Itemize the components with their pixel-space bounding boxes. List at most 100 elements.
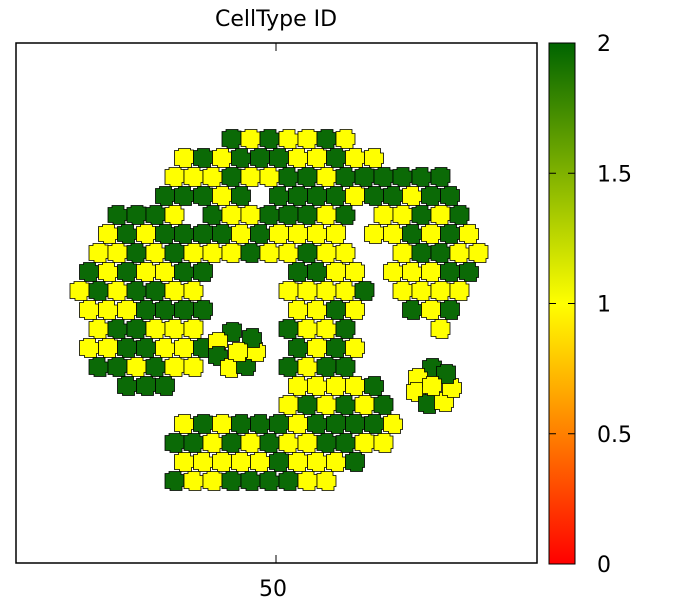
cell [240, 433, 261, 453]
cell [126, 319, 147, 339]
cell [326, 414, 346, 434]
cell [155, 376, 175, 396]
cell [88, 357, 109, 377]
cell [411, 243, 432, 263]
cell [411, 205, 432, 225]
x-axis: 50 [259, 43, 287, 600]
cell [316, 167, 337, 187]
cell [269, 224, 289, 244]
cell [449, 205, 470, 225]
cell-field [69, 129, 489, 491]
cell [345, 452, 365, 472]
colorbar-tick-label: 1.5 [597, 162, 632, 187]
x-tick-label: 50 [259, 577, 287, 600]
cell [98, 338, 118, 358]
cell [297, 433, 318, 453]
cell [430, 167, 451, 187]
cell [345, 186, 365, 206]
cell [126, 281, 147, 301]
cell [164, 205, 185, 225]
cell [164, 319, 185, 339]
cell [193, 300, 213, 320]
cell [174, 262, 194, 282]
cell [335, 395, 356, 415]
cell [174, 224, 194, 244]
cell [335, 357, 356, 377]
cell [278, 205, 299, 225]
cell [316, 319, 337, 339]
cell [250, 148, 270, 168]
colorbar: 0 0.5 1 1.5 2 [548, 32, 632, 578]
colorbar-tick-label: 0 [597, 553, 611, 578]
cell [345, 148, 365, 168]
cell [88, 243, 109, 263]
cell [174, 300, 194, 320]
cell [164, 471, 185, 491]
cell [354, 281, 375, 301]
cell [326, 262, 346, 282]
cell [297, 281, 318, 301]
cell [202, 243, 223, 263]
cell [316, 395, 337, 415]
cell [126, 205, 147, 225]
cell [193, 224, 213, 244]
cell [307, 148, 327, 168]
cell [278, 395, 299, 415]
cell [221, 129, 242, 149]
cell [364, 414, 384, 434]
cell [288, 338, 308, 358]
cell [335, 433, 356, 453]
cell [117, 300, 137, 320]
cell [307, 186, 327, 206]
cell [164, 243, 185, 263]
cell [288, 452, 308, 472]
cell [421, 262, 441, 282]
cell [240, 243, 261, 263]
cell [459, 262, 479, 282]
cell [449, 281, 470, 301]
cell [202, 471, 223, 491]
cell [422, 376, 442, 396]
cell [259, 205, 280, 225]
cell [307, 376, 327, 396]
cell [449, 243, 470, 263]
cell [231, 414, 251, 434]
cell [326, 338, 346, 358]
cell [278, 167, 299, 187]
colorbar-tick-label: 1 [597, 293, 611, 318]
cell [288, 376, 308, 396]
cell [202, 167, 223, 187]
cell [259, 129, 280, 149]
cell [392, 243, 413, 263]
cell [107, 205, 128, 225]
cell [402, 262, 422, 282]
cell [373, 433, 394, 453]
cell [212, 148, 232, 168]
cell [440, 186, 460, 206]
cell [126, 243, 147, 263]
cell [307, 262, 327, 282]
cell [107, 357, 128, 377]
cell [193, 186, 213, 206]
cell [240, 471, 261, 491]
cell [221, 167, 242, 187]
cell [364, 148, 384, 168]
cell [307, 300, 327, 320]
cell [335, 205, 356, 225]
cell [373, 167, 394, 187]
cell [383, 414, 403, 434]
cell [297, 167, 318, 187]
cell [383, 186, 403, 206]
cell [136, 338, 156, 358]
cell [316, 243, 337, 263]
cell [297, 129, 318, 149]
cell [430, 205, 451, 225]
cell [259, 471, 280, 491]
cell [354, 433, 375, 453]
cell [297, 357, 318, 377]
cell [288, 262, 308, 282]
cell [193, 452, 213, 472]
cell [155, 262, 175, 282]
cell [297, 243, 318, 263]
cell [326, 452, 346, 472]
